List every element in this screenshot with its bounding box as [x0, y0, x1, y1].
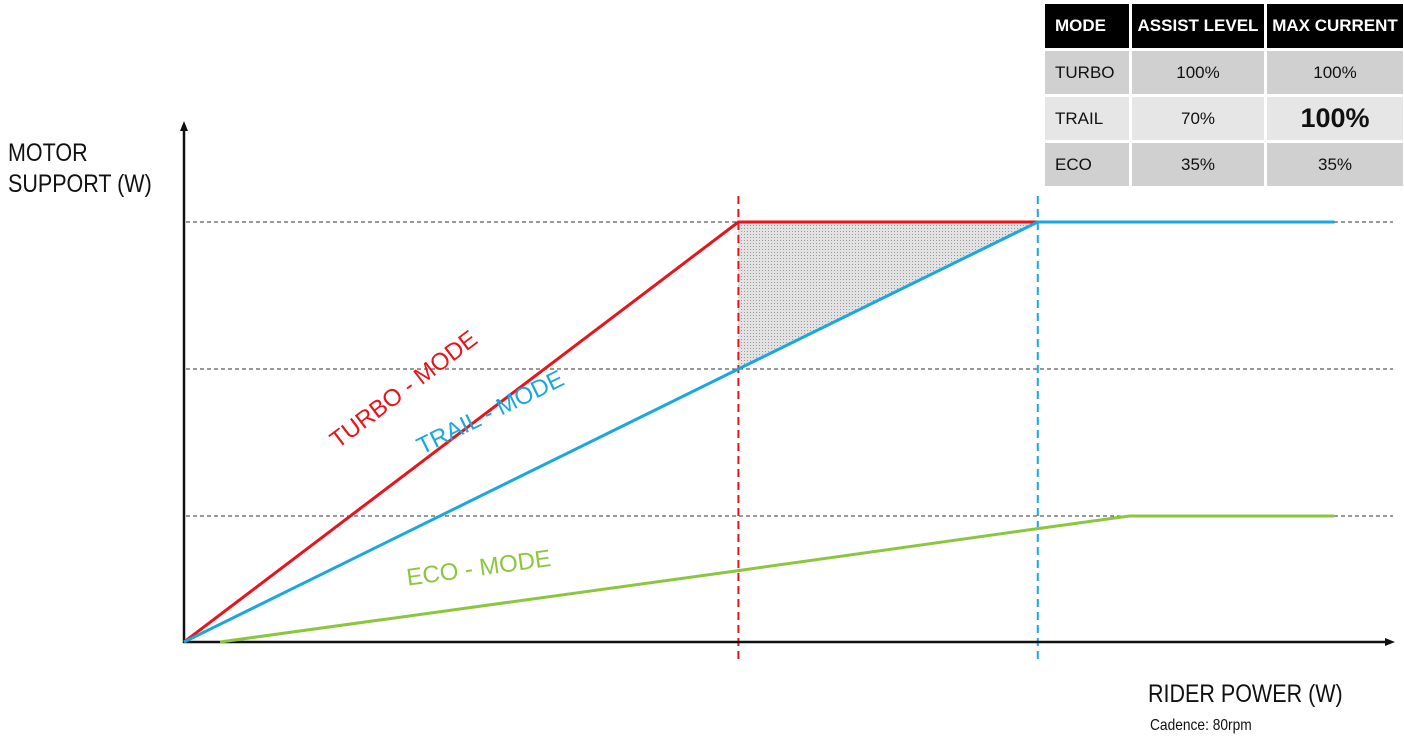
y-axis-label-line-1: MOTOR: [8, 139, 88, 167]
table-row: TURBO 100% 100%: [1045, 48, 1403, 96]
eco-mode-label: ECO - MODE: [405, 545, 553, 592]
mode-table-header: MODE ASSIST LEVEL MAX CURRENT: [1045, 4, 1403, 50]
y-axis-label: MOTOR SUPPORT (W): [8, 138, 152, 200]
cadence-note: Cadence: 80rpm: [1150, 717, 1252, 734]
table-row: ECO 35% 35%: [1045, 140, 1403, 186]
current-cell: 35%: [1264, 140, 1403, 186]
mode-cell: ECO: [1045, 140, 1131, 186]
assist-cell: 70%: [1129, 94, 1266, 142]
mode-cell: TURBO: [1045, 48, 1131, 96]
current-cell: 100%: [1264, 94, 1403, 142]
y-axis-label-line-2: SUPPORT (W): [8, 170, 152, 198]
eco-mode-line: [219, 514, 1335, 644]
mode-table: MODE ASSIST LEVEL MAX CURRENT TURBO 100%…: [1045, 4, 1403, 186]
table-row: TRAIL 70% 100%: [1045, 94, 1403, 142]
header-mode: MODE: [1045, 4, 1131, 50]
header-assist-level: ASSIST LEVEL: [1129, 4, 1266, 50]
mode-cell: TRAIL: [1045, 94, 1131, 142]
x-axis-label: RIDER POWER (W): [1148, 680, 1343, 708]
assist-cell: 100%: [1129, 48, 1266, 96]
current-cell: 100%: [1264, 48, 1403, 96]
trail-mode-line: [183, 220, 1335, 644]
assist-cell: 35%: [1129, 140, 1266, 186]
header-max-current: MAX CURRENT: [1264, 4, 1403, 50]
